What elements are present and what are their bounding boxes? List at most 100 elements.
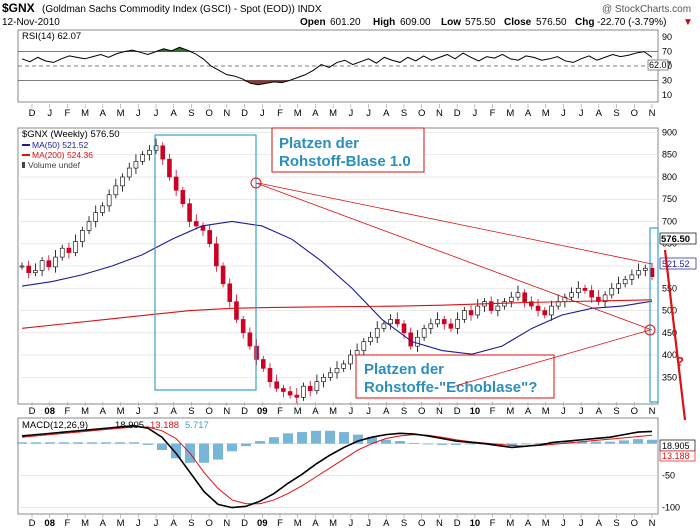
price-month-label: M (542, 406, 550, 417)
rsi-month-label: J (348, 108, 353, 119)
macd-signal-badge (659, 450, 696, 462)
high-value: 609.00 (400, 17, 431, 28)
candle-body (448, 323, 454, 329)
candle-body (240, 319, 246, 334)
candle-body (522, 292, 527, 302)
rsi-month-label: F (277, 108, 283, 119)
macd-month-label: D (29, 518, 36, 529)
macd-x-axis: D 08 F M A M J J A S O N D 09 F M A M J J A S O N D 10 F M A M J J A S O N (29, 514, 656, 529)
macd-month-label: N (649, 518, 656, 529)
macd-month-label: M (81, 518, 89, 529)
low-value: 575.50 (465, 17, 496, 28)
macd-month-label: M (542, 518, 550, 529)
macd-month-label: J (154, 518, 159, 529)
candle-body (86, 221, 92, 231)
candle-body (80, 230, 85, 242)
close-price-badge (659, 232, 697, 245)
rsi-month-label: J (136, 108, 141, 119)
macd-hist-bar (591, 441, 601, 444)
close-label: Close (504, 17, 532, 28)
price-month-label: M (506, 406, 514, 417)
macd-y-tick: -50 (662, 471, 675, 481)
candle-body (126, 167, 132, 178)
bubble-1-highlight-box (154, 134, 257, 391)
candle-body (46, 260, 52, 268)
price-month-label: A (171, 406, 178, 417)
candle-body (59, 247, 65, 258)
candle-body (629, 274, 635, 280)
symbol: $GNX (2, 1, 35, 15)
rsi-month-label: S (401, 108, 407, 119)
candle-body (575, 287, 581, 294)
price-panel: 900850800750700650600550500450400350 D08… (17, 127, 697, 421)
rsi-frame (17, 29, 659, 103)
price-month-label: 10 (470, 406, 481, 417)
price-month-label: O (205, 406, 212, 417)
legend-volume-swatch (22, 162, 25, 168)
price-month-label: S (188, 406, 194, 417)
macd-hist-bar (101, 442, 111, 444)
macd-hist-bar (199, 443, 209, 463)
price-month-label: 09 (257, 406, 268, 417)
price-title: $GNX (Weekly) 576.50 (22, 129, 120, 140)
candle-body (19, 265, 25, 268)
candle-body (341, 363, 347, 369)
candle-body (462, 310, 467, 320)
macd-month-label: 08 (44, 518, 55, 529)
macd-month-label: A (525, 518, 532, 529)
legend-volume: Volume undef (28, 160, 81, 170)
macd-month-label: A (100, 518, 107, 529)
candle-body (609, 287, 615, 296)
candle-body (214, 243, 219, 267)
rsi-month-label: A (596, 108, 603, 119)
rsi-month-label: O (418, 108, 425, 119)
price-month-label: F (490, 406, 496, 417)
candle-body (294, 394, 300, 398)
macd-hist-bar (283, 433, 293, 444)
candle-body (53, 256, 58, 268)
candle-body (207, 230, 212, 245)
rsi-month-label: N (436, 108, 443, 119)
macd-hist-bar (465, 443, 475, 445)
annotation-1-line-2: Rohstoff-Blase 1.0 (279, 153, 411, 170)
annotation-1-line-1: Platzen der (279, 135, 359, 152)
macd-hist-bar (325, 430, 335, 444)
macd-month-label: J (366, 518, 371, 529)
annotation-box-2 (355, 354, 555, 399)
candle-body (133, 161, 139, 169)
macd-hist-bar (143, 443, 153, 445)
candle-body (193, 221, 199, 227)
price-month-label: A (312, 406, 319, 417)
candle-body (368, 336, 373, 342)
ma200-line (21, 299, 653, 329)
rsi-month-label: M (542, 108, 550, 119)
candle-body (187, 203, 192, 222)
price-month-label: S (613, 406, 619, 417)
candle-body (381, 323, 387, 329)
price-month-label: D (454, 406, 461, 417)
candle-body (636, 270, 641, 276)
price-y-tick: 750 (662, 194, 677, 204)
macd-hist-bar (87, 442, 97, 444)
rsi-month-label: O (631, 108, 638, 119)
candle-body (106, 194, 112, 207)
macd-month-label: D (454, 518, 461, 529)
rsi-month-label: F (490, 108, 496, 119)
watermark: @ StockCharts.com (602, 4, 691, 15)
candle-body (589, 290, 594, 298)
candle-body (26, 265, 32, 273)
arrow-line-2 (257, 182, 653, 265)
macd-month-label: F (490, 518, 496, 529)
candlesticks (19, 138, 655, 404)
macd-hist-bar (171, 443, 181, 459)
candle-body (421, 328, 427, 338)
candle-body (475, 305, 481, 316)
rsi-month-label: A (312, 108, 319, 119)
chg-label: Chg (575, 17, 594, 28)
candle-body (93, 212, 99, 222)
rsi-month-label: F (65, 108, 71, 119)
macd-hist-bar (367, 437, 377, 444)
macd-hist-bar (227, 443, 237, 452)
rsi-month-label: D (454, 108, 461, 119)
